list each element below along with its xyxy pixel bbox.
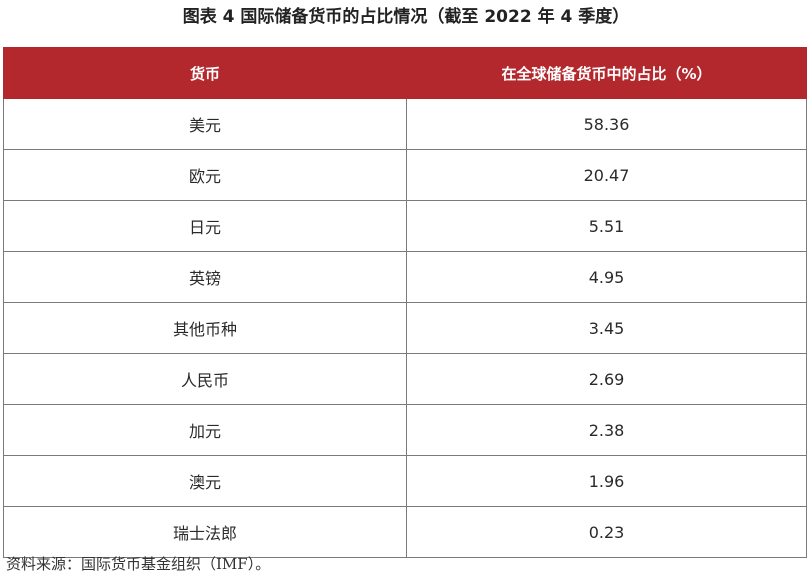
share-cell: 20.47 (406, 149, 807, 201)
header-share: 在全球储备货币中的占比（%） (406, 47, 807, 99)
share-cell: 2.38 (406, 404, 807, 456)
share-cell: 4.95 (406, 251, 807, 303)
table-row: 澳元 1.96 (3, 455, 807, 507)
share-cell: 58.36 (406, 98, 807, 150)
table-row: 日元 5.51 (3, 200, 807, 252)
table-row: 英镑 4.95 (3, 251, 807, 303)
source-note: 资料来源：国际货币基金组织（IMF）。 (6, 555, 271, 573)
currency-cell: 日元 (3, 200, 407, 252)
header-currency: 货币 (3, 47, 407, 99)
table-row: 其他币种 3.45 (3, 302, 807, 354)
table-row: 欧元 20.47 (3, 149, 807, 201)
share-cell: 1.96 (406, 455, 807, 507)
currency-cell: 英镑 (3, 251, 407, 303)
table-row: 瑞士法郎 0.23 (3, 506, 807, 558)
currency-cell: 澳元 (3, 455, 407, 507)
share-cell: 5.51 (406, 200, 807, 252)
currency-cell: 瑞士法郎 (3, 506, 407, 558)
currency-cell: 加元 (3, 404, 407, 456)
table-row: 人民币 2.69 (3, 353, 807, 405)
currency-cell: 美元 (3, 98, 407, 150)
share-cell: 3.45 (406, 302, 807, 354)
share-cell: 2.69 (406, 353, 807, 405)
table-header-row: 货币 在全球储备货币中的占比（%） (3, 47, 807, 99)
table-title: 图表 4 国际储备货币的占比情况（截至 2022 年 4 季度） (182, 7, 630, 27)
currency-cell: 人民币 (3, 353, 407, 405)
currency-cell: 其他币种 (3, 302, 407, 354)
reserve-currency-table: 货币 在全球储备货币中的占比（%） 美元 58.36 欧元 20.47 日元 5… (3, 47, 807, 558)
table-row: 加元 2.38 (3, 404, 807, 456)
share-cell: 0.23 (406, 506, 807, 558)
currency-cell: 欧元 (3, 149, 407, 201)
table-row: 美元 58.36 (3, 98, 807, 150)
